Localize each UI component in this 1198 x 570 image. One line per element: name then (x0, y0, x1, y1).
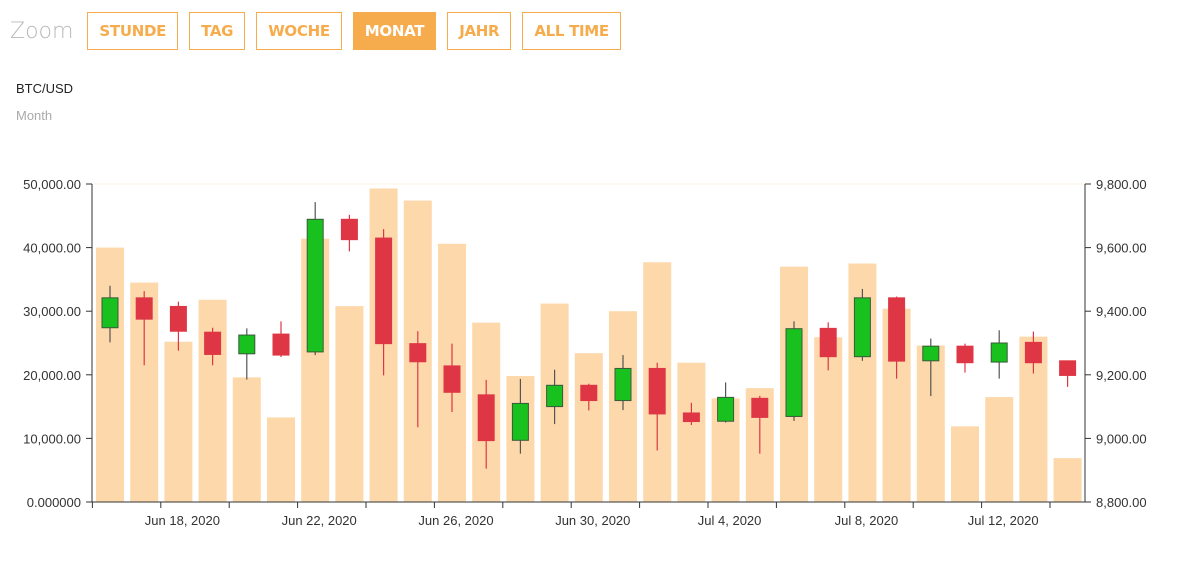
zoom-all-time-button[interactable]: ALL TIME (522, 12, 621, 50)
x-axis-tick-label: Jun 18, 2020 (145, 513, 220, 528)
left-axis-tick-label: 40,000.00 (23, 241, 81, 256)
zoom-label: Zoom (10, 18, 74, 44)
candle-body (682, 412, 700, 423)
volume-bar (335, 306, 364, 502)
candle-body (614, 367, 632, 402)
zoom-hour-button[interactable]: STUNDE (87, 12, 179, 50)
right-axis-tick-label: 9,400.00 (1096, 304, 1147, 319)
right-axis-tick-label: 9,800.00 (1096, 177, 1147, 192)
candle-body (272, 333, 290, 356)
zoom-week-button[interactable]: WOCHE (256, 12, 342, 50)
candle-body (990, 342, 1008, 363)
candle-body (306, 218, 324, 353)
candle-body (785, 328, 803, 417)
candle-body (169, 305, 187, 332)
zoom-day-button[interactable]: TAG (189, 12, 246, 50)
candle-body (204, 331, 222, 355)
right-axis-tick-label: 9,000.00 (1096, 431, 1147, 446)
candle-body (238, 334, 256, 355)
candle-body (1024, 341, 1042, 364)
candle-body (888, 297, 906, 362)
left-axis-tick-label: 30,000.00 (23, 304, 81, 319)
left-axis-tick-label: 50,000.00 (23, 177, 81, 192)
candle-body (580, 384, 598, 402)
candle-body (853, 297, 871, 358)
right-axis-tick-label: 8,800.00 (1096, 495, 1147, 510)
volume-bar (267, 417, 295, 502)
candle-body (511, 402, 529, 441)
volume-bar (677, 362, 706, 502)
volume-bar (985, 397, 1014, 502)
volume-bar (951, 426, 979, 502)
candle-body (409, 343, 427, 363)
chart-period-subtitle: Month (16, 108, 53, 123)
x-axis-tick-label: Jul 12, 2020 (968, 513, 1039, 528)
zoom-month-button[interactable]: MONAT (352, 12, 437, 50)
left-axis-tick-label: 0.000000 (27, 495, 81, 510)
candle-body (375, 237, 393, 345)
candle-body (546, 384, 564, 408)
candle-body (717, 396, 735, 422)
candle-body (477, 394, 495, 442)
candle-body (922, 345, 940, 362)
x-axis-tick-label: Jul 8, 2020 (835, 513, 899, 528)
candle-body (648, 367, 666, 415)
volume-bar (1053, 458, 1082, 502)
right-axis-tick-label: 9,200.00 (1096, 368, 1147, 383)
candle-body (340, 218, 358, 241)
volume-bar (232, 377, 261, 502)
chart-pair-title: BTC/USD (16, 81, 74, 96)
left-axis-tick-label: 10,000.00 (23, 431, 81, 446)
x-axis-tick-label: Jun 30, 2020 (555, 513, 630, 528)
price-series (101, 202, 1077, 469)
candle-body (135, 297, 153, 320)
candle-body (956, 345, 974, 364)
candle-body (1059, 360, 1077, 376)
volume-bar (164, 341, 193, 502)
right-axis-tick-label: 9,600.00 (1096, 241, 1147, 256)
candle-body (443, 365, 461, 393)
volume-series (96, 188, 1082, 503)
x-axis-tick-label: Jul 4, 2020 (698, 513, 762, 528)
candle-body (819, 327, 837, 358)
x-axis-tick-label: Jun 22, 2020 (282, 513, 357, 528)
candle-body (101, 297, 119, 329)
zoom-year-button[interactable]: JAHR (447, 12, 512, 50)
zoom-toolbar: Zoom STUNDE TAG WOCHE MONAT JAHR ALL TIM… (10, 12, 632, 50)
x-axis-tick-label: Jun 26, 2020 (418, 513, 493, 528)
volume-bar (574, 353, 603, 502)
left-axis-tick-label: 20,000.00 (23, 368, 81, 383)
candle-body (751, 397, 769, 418)
